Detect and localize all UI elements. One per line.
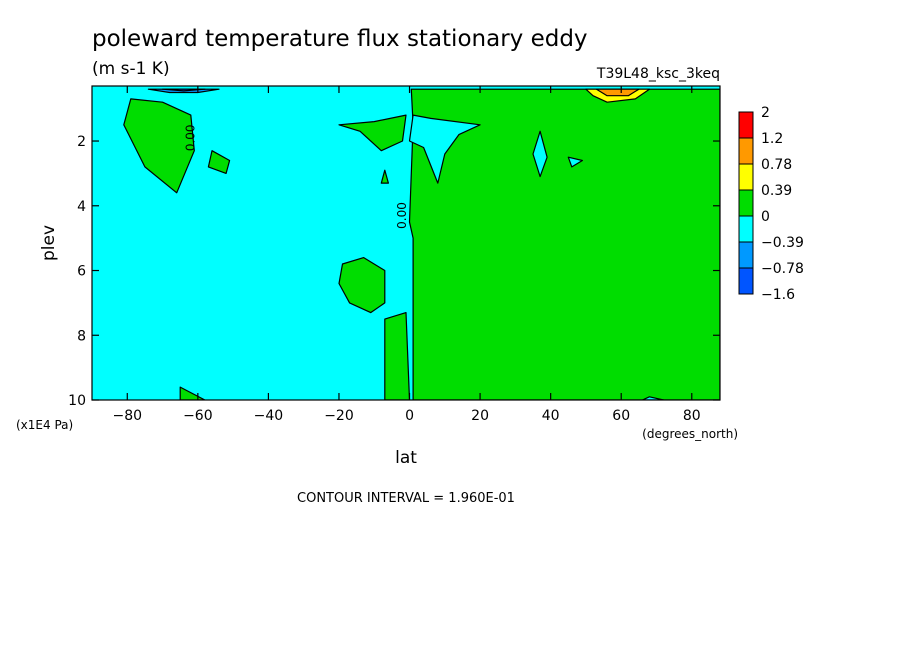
contour-region-0 [408,88,720,400]
run-label: T39L48_ksc_3keq [596,66,720,82]
contour-region-4 [380,169,389,184]
colorbar-swatch-6 [738,267,754,295]
contour-region-8 [408,114,481,184]
chart-title: poleward temperature flux stationary edd… [92,26,588,52]
contour-region-1 [123,98,195,194]
contour-label-0: 0.00 [183,124,197,151]
y-tick-label-3: 8 [77,328,86,344]
colorbar-label-6: −0.78 [761,261,804,277]
contour-region-3 [338,114,407,152]
colorbar-label-5: −0.39 [761,235,804,251]
colorbar-swatch-0 [738,111,754,139]
x-tick-label-1: −60 [183,408,213,424]
plot-frame [91,85,721,401]
y-tick-label-4: 10 [68,393,86,409]
y-units-label: (x1E4 Pa) [16,418,73,432]
colorbar-swatch-5 [738,241,754,269]
contour-region-7 [179,386,206,400]
colorbar-label-7: −1.6 [761,287,795,303]
x-tick-label-5: 20 [471,408,489,424]
units-label: (m s-1 K) [92,59,170,79]
colorbar-swatch-3 [738,189,754,217]
colorbar-label-1: 1.2 [761,131,783,147]
x-tick-label-2: −40 [254,408,284,424]
x-tick-label-0: −80 [113,408,143,424]
colorbar-label-2: 0.78 [761,157,792,173]
colorbar-label-3: 0.39 [761,183,792,199]
colorbar-swatch-2 [738,163,754,191]
contour-label-1: 0.00 [395,202,409,229]
plot-area: 0.00 0.00 [91,85,721,401]
contour-region-15 [162,88,206,92]
contour-region-13 [595,88,640,97]
contour-region-9 [532,130,548,178]
contour-interval-text: CONTOUR INTERVAL = 1.960E-01 [297,491,515,506]
contour-region-5 [338,257,386,314]
y-tick-label-2: 6 [77,264,86,280]
y-axis-label: plev [39,225,59,261]
colorbar-label-4: 0 [761,209,770,225]
contour-region-2 [207,150,231,174]
contour-region-6 [384,312,411,400]
x-units-label: (degrees_north) [642,427,738,441]
y-tick-label-0: 2 [77,134,86,150]
x-axis-label: lat [395,448,417,468]
colorbar: 2 1.2 0.78 0.39 0 −0.39 −0.78 −1.6 [738,105,804,303]
y-tick-label-1: 4 [77,199,86,215]
x-tick-label-7: 60 [612,408,630,424]
x-tick-label-6: 40 [542,408,560,424]
contour-region-11 [641,396,665,400]
colorbar-swatch-1 [738,137,754,165]
colorbar-label-0: 2 [761,105,770,121]
x-tick-label-8: 80 [683,408,701,424]
x-tick-label-4: 0 [405,408,414,424]
contour-region-10 [567,156,584,168]
x-tick-label-3: −20 [324,408,354,424]
colorbar-swatch-4 [738,215,754,243]
